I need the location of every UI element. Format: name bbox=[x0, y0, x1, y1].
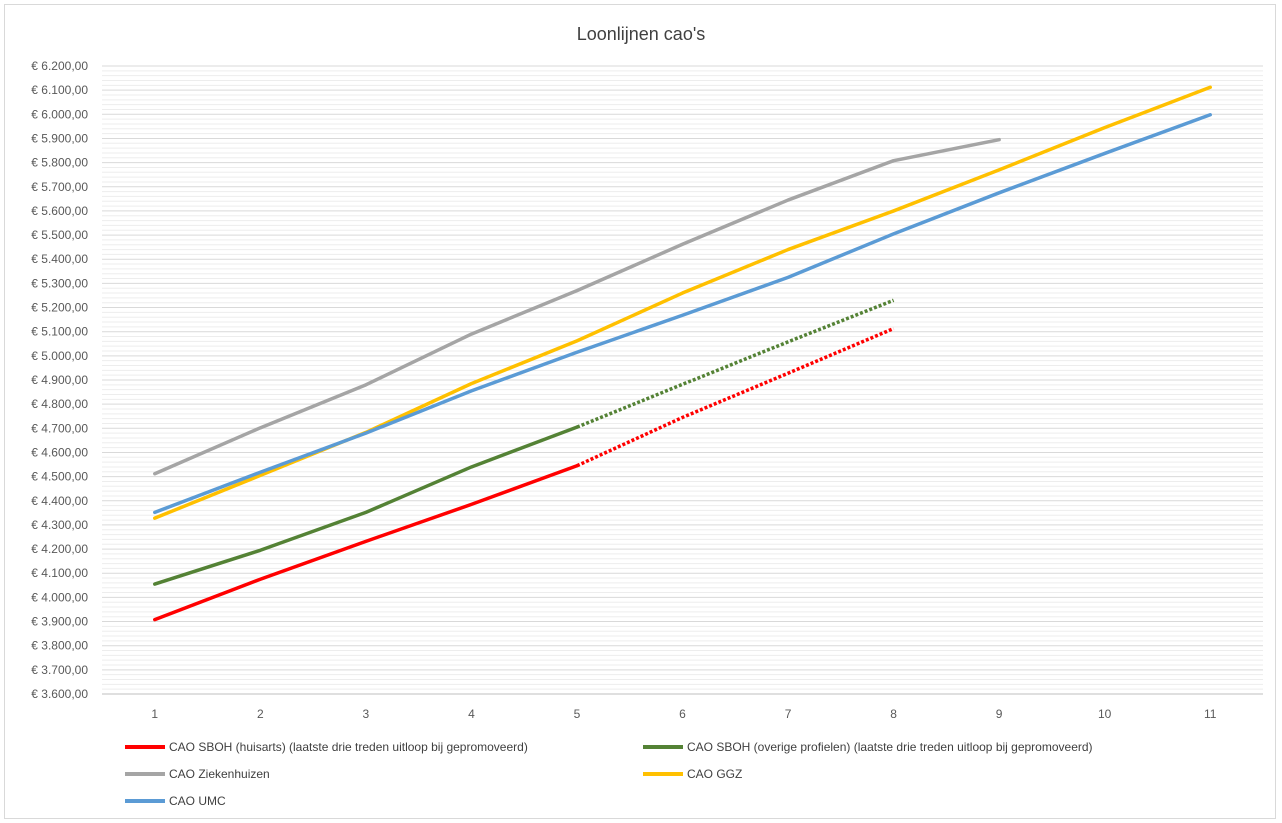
y-tick-label: € 6.200,00 bbox=[31, 59, 88, 73]
legend-item-umc: CAO UMC bbox=[125, 794, 226, 808]
y-tick-label: € 5.400,00 bbox=[31, 252, 88, 266]
legend-item-ggz: CAO GGZ bbox=[643, 767, 742, 781]
chart-title: Loonlijnen cao's bbox=[576, 24, 706, 44]
series-line-0 bbox=[153, 463, 579, 622]
y-tick-label: € 4.600,00 bbox=[31, 445, 88, 459]
x-tick-label: 5 bbox=[574, 707, 581, 721]
y-tick-label: € 5.600,00 bbox=[31, 204, 88, 218]
y-tick-label: € 5.800,00 bbox=[31, 156, 88, 170]
x-tick-label: 7 bbox=[785, 707, 792, 721]
x-tick-label: 9 bbox=[996, 707, 1003, 721]
y-tick-label: € 3.900,00 bbox=[31, 615, 88, 629]
y-tick-label: € 5.500,00 bbox=[31, 228, 88, 242]
y-tick-label: € 6.000,00 bbox=[31, 107, 88, 121]
y-tick-label: € 5.200,00 bbox=[31, 301, 88, 315]
legend-label: CAO UMC bbox=[169, 794, 226, 808]
legend-label: CAO SBOH (overige profielen) (laatste dr… bbox=[687, 740, 1093, 754]
x-tick-label: 2 bbox=[257, 707, 264, 721]
legend-label: CAO GGZ bbox=[687, 767, 743, 781]
x-tick-label: 1 bbox=[151, 707, 158, 721]
x-tick-label: 6 bbox=[679, 707, 686, 721]
y-tick-label: € 3.600,00 bbox=[31, 687, 88, 701]
x-tick-label: 3 bbox=[363, 707, 370, 721]
y-tick-label: € 4.100,00 bbox=[31, 566, 88, 580]
legend-label: CAO Ziekenhuizen bbox=[169, 767, 270, 781]
series-line-2 bbox=[153, 137, 1001, 476]
y-tick-label: € 3.800,00 bbox=[31, 639, 88, 653]
legend-item-sboh-huisarts: CAO SBOH (huisarts) (laatste drie treden… bbox=[125, 740, 528, 754]
y-tick-label: € 4.700,00 bbox=[31, 421, 88, 435]
y-tick-label: € 5.700,00 bbox=[31, 180, 88, 194]
y-tick-label: € 3.700,00 bbox=[31, 663, 88, 677]
y-tick-label: € 4.400,00 bbox=[31, 494, 88, 508]
y-tick-label: € 5.900,00 bbox=[31, 131, 88, 145]
legend-swatch bbox=[125, 799, 165, 803]
series-line-dotted-0 bbox=[576, 326, 895, 468]
y-tick-label: € 4.500,00 bbox=[31, 470, 88, 484]
series-line-dotted-1 bbox=[576, 298, 895, 429]
legend-swatch bbox=[643, 745, 683, 749]
y-tick-label: € 4.200,00 bbox=[31, 542, 88, 556]
series-line-4 bbox=[153, 113, 1212, 515]
legend-item-sboh-overige: CAO SBOH (overige profielen) (laatste dr… bbox=[643, 740, 1093, 754]
y-tick-label: € 5.300,00 bbox=[31, 276, 88, 290]
legend-swatch bbox=[125, 745, 165, 749]
x-tick-label: 8 bbox=[890, 707, 897, 721]
legend-label: CAO SBOH (huisarts) (laatste drie treden… bbox=[169, 740, 528, 754]
y-tick-label: € 5.100,00 bbox=[31, 325, 88, 339]
legend-swatch bbox=[643, 772, 683, 776]
x-tick-label: 10 bbox=[1098, 707, 1112, 721]
y-tick-label: € 6.100,00 bbox=[31, 83, 88, 97]
series-line-1 bbox=[153, 425, 579, 586]
y-tick-label: € 4.300,00 bbox=[31, 518, 88, 532]
y-tick-label: € 4.800,00 bbox=[31, 397, 88, 411]
legend-item-ziekenhuizen: CAO Ziekenhuizen bbox=[125, 767, 270, 781]
x-tick-label: 11 bbox=[1204, 707, 1217, 721]
y-tick-label: € 4.900,00 bbox=[31, 373, 88, 387]
y-tick-label: € 4.000,00 bbox=[31, 590, 88, 604]
chart-frame bbox=[4, 4, 1276, 819]
x-tick-label: 4 bbox=[468, 707, 475, 721]
legend-swatch bbox=[125, 772, 165, 776]
y-tick-label: € 5.000,00 bbox=[31, 349, 88, 363]
